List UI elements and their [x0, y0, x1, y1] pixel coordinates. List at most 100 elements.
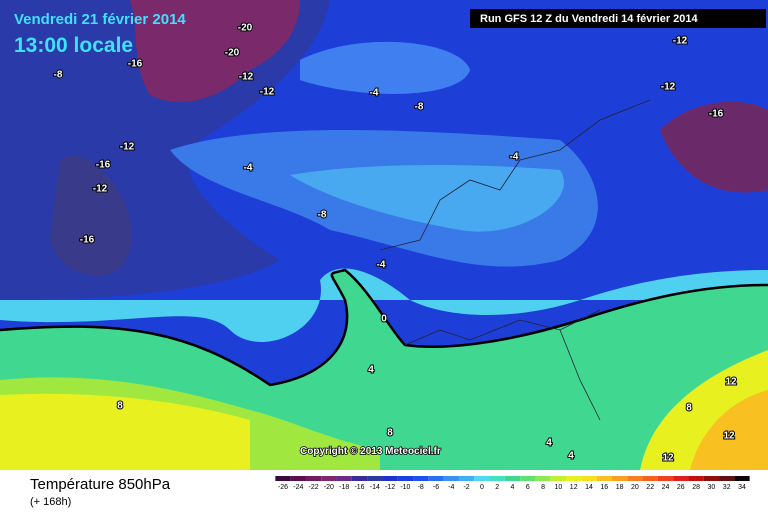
scale-label: -8: [418, 484, 424, 491]
contour-label: -8: [415, 102, 424, 113]
contour-label: -16: [80, 235, 95, 246]
valid-date: Vendredi 21 février 2014: [14, 11, 186, 28]
color-scale: -26 -24 -22 -20 -18 -16 -14 -12 -10 -8 -6 -4 -2 0 2 4 6 8…: [275, 476, 750, 491]
scale-label: 10: [555, 484, 563, 491]
valid-time: 13:00 locale: [14, 34, 133, 57]
scale-label: 28: [692, 484, 700, 491]
contour-label: -12: [239, 72, 254, 83]
scale-label: -18: [339, 484, 349, 491]
contour-label: -12: [260, 87, 275, 98]
scale-label: 16: [600, 484, 608, 491]
scale-swatch: [397, 476, 414, 481]
contour-label: -16: [709, 109, 724, 120]
contour-label: -20: [238, 23, 253, 34]
scale-swatch: [611, 476, 628, 481]
scale-label: 4: [511, 484, 515, 491]
scale-label: 32: [723, 484, 731, 491]
scale-label: 26: [677, 484, 685, 491]
contour-label: -4: [377, 260, 386, 271]
scale-swatch: [550, 476, 567, 481]
contour-label: -4: [244, 163, 253, 174]
contour-label: -16: [128, 59, 143, 70]
field-mild-cold: [300, 41, 470, 94]
lead-time: (+ 168h): [30, 496, 71, 508]
contour-label: 8: [387, 428, 393, 439]
scale-label: 14: [585, 484, 593, 491]
scale-swatch: [336, 476, 352, 481]
field-title: Température 850hPa: [30, 476, 171, 493]
contour-label: 4: [568, 451, 574, 462]
scale-swatch: [367, 476, 383, 481]
field-near-zero: [0, 268, 768, 342]
run-info: Run GFS 12 Z du Vendredi 14 février 2014: [480, 13, 699, 25]
contour-label: 12: [662, 453, 674, 464]
map-fields: [0, 0, 768, 470]
scale-label: 24: [662, 484, 670, 491]
scale-label: 12: [570, 484, 578, 491]
scale-swatch: [673, 476, 689, 481]
scale-swatch: [535, 476, 551, 481]
scale-swatch: [382, 476, 398, 481]
scale-label: -26: [278, 484, 288, 491]
contour-label: -4: [370, 88, 379, 99]
scale-label: -10: [400, 484, 410, 491]
field-extreme-cold: [130, 0, 300, 102]
scale-label: 34: [738, 484, 746, 491]
contour-label: 12: [723, 431, 735, 442]
contour-label: 8: [117, 401, 123, 412]
scale-label: -20: [324, 484, 334, 491]
contour-label: -4: [510, 152, 519, 163]
scale-swatch: [428, 476, 444, 481]
contour-label: 4: [368, 365, 374, 376]
scale-swatch: [596, 476, 612, 481]
contour-label: 4: [546, 438, 552, 449]
contour-label: 0: [381, 314, 387, 325]
scale-label: -24: [293, 484, 303, 491]
contour-label: -8: [54, 70, 63, 81]
scale-swatch: [642, 476, 658, 481]
copyright: Copyright © 2013 Meteociel.fr: [300, 446, 441, 457]
zero-isotherm: [0, 268, 768, 387]
scale-swatch: [275, 476, 291, 481]
contour-label: -12: [120, 142, 135, 153]
scale-label: -16: [354, 484, 364, 491]
field-cool: [290, 165, 564, 232]
run-box: [470, 9, 766, 28]
scale-swatch: [474, 476, 490, 481]
scale-label: -6: [433, 484, 439, 491]
field-very-cold: [50, 156, 132, 276]
scale-swatch: [351, 476, 368, 481]
contour-label: -12: [661, 82, 676, 93]
scale-label: -12: [385, 484, 395, 491]
contour-label: -8: [318, 210, 327, 221]
scale-swatch: [290, 476, 306, 481]
scale-swatch: [734, 476, 750, 481]
scale-swatch: [458, 476, 475, 481]
scale-label: 0: [480, 484, 484, 491]
contour-label: -20: [225, 48, 240, 59]
scale-label: -14: [370, 484, 380, 491]
field-warmer: [0, 393, 250, 470]
scale-swatch: [688, 476, 704, 481]
scale-label: 18: [616, 484, 624, 491]
contour-label: -16: [96, 160, 111, 171]
field-hot: [690, 390, 768, 470]
scale-label: 20: [631, 484, 639, 491]
scale-swatch: [581, 476, 597, 481]
scale-swatch: [489, 476, 505, 481]
contour-label: -12: [93, 184, 108, 195]
scale-label: 6: [526, 484, 530, 491]
scale-swatch: [719, 476, 735, 481]
scale-label: -22: [309, 484, 319, 491]
contour-labels: -20-20-16-12-12-8-4-8-12-12-16-12-16-12-…: [53, 22, 738, 465]
scale-swatch: [504, 476, 521, 481]
coastline: [379, 99, 651, 421]
scale-swatch: [413, 476, 429, 481]
scale-swatch: [520, 476, 536, 481]
scale-swatch: [627, 476, 643, 481]
scale-swatch: [443, 476, 459, 481]
scale-swatch: [703, 476, 720, 481]
scale-label: 22: [646, 484, 654, 491]
scale-label: 8: [541, 484, 545, 491]
